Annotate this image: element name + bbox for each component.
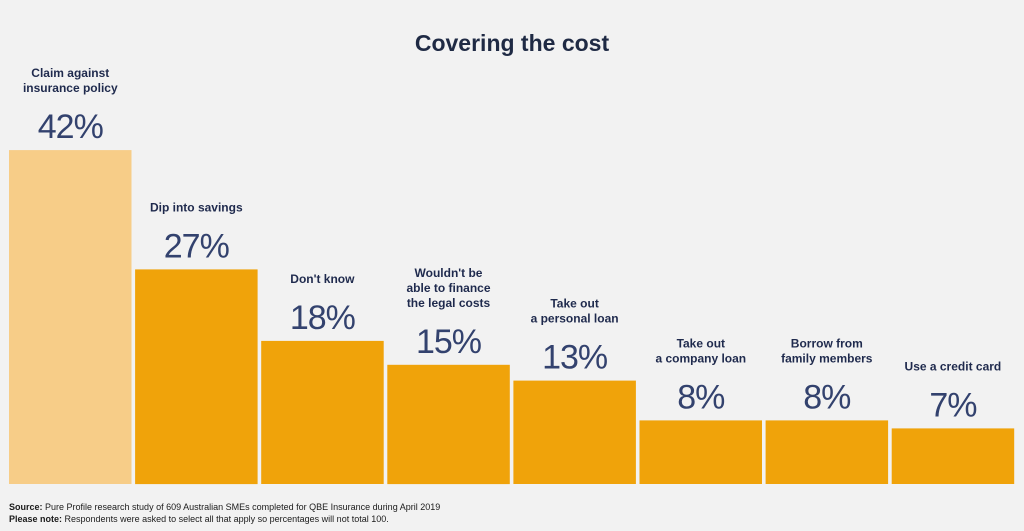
note-text: Respondents were asked to select all tha… bbox=[62, 514, 389, 524]
value-label-4: 13% bbox=[542, 339, 608, 377]
value-label-1: 27% bbox=[164, 227, 230, 265]
source-line: Source: Pure Profile research study of 6… bbox=[9, 501, 440, 513]
bar-4 bbox=[513, 380, 636, 484]
note-label: Please note: bbox=[9, 514, 63, 524]
chart-footer: Source: Pure Profile research study of 6… bbox=[9, 501, 440, 525]
category-label-6: Borrow from family members bbox=[781, 336, 873, 365]
category-label-2: Don't know bbox=[290, 272, 355, 286]
bar-1 bbox=[135, 269, 258, 485]
bar-6 bbox=[765, 420, 889, 484]
category-label-0: Claim against insurance policy bbox=[23, 66, 118, 95]
bar-3 bbox=[387, 364, 510, 485]
category-label-5: Take out a company loan bbox=[655, 336, 746, 365]
value-label-7: 7% bbox=[929, 386, 977, 424]
value-label-3: 15% bbox=[416, 323, 482, 361]
bar-2 bbox=[261, 340, 384, 484]
value-label-0: 42% bbox=[38, 108, 104, 146]
value-label-6: 8% bbox=[803, 378, 851, 416]
bar-0 bbox=[9, 150, 132, 484]
bar-7 bbox=[891, 428, 1015, 484]
category-label-4: Take out a personal loan bbox=[531, 297, 619, 326]
category-label-1: Dip into savings bbox=[150, 200, 243, 214]
chart-title: Covering the cost bbox=[415, 30, 610, 56]
bar-5 bbox=[639, 420, 762, 484]
value-label-5: 8% bbox=[677, 378, 725, 416]
category-label-7: Use a credit card bbox=[905, 359, 1002, 373]
note-line: Please note: Respondents were asked to s… bbox=[9, 513, 440, 525]
value-label-2: 18% bbox=[290, 299, 356, 337]
source-label: Source: bbox=[9, 502, 43, 512]
labels-group: 42% Claim against insurance policy 27% Dip i… bbox=[23, 66, 1001, 424]
bars-group bbox=[9, 150, 1015, 485]
source-text: Pure Profile research study of 609 Austr… bbox=[42, 502, 441, 512]
category-label-3: Wouldn't be able to finance the legal cost… bbox=[406, 266, 490, 310]
